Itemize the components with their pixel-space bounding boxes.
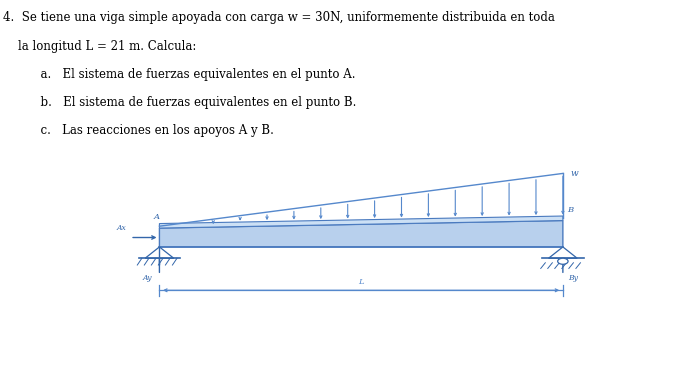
Polygon shape [160,221,563,247]
Text: B: B [568,206,574,214]
Text: By: By [568,274,578,282]
Text: Ay: Ay [143,274,153,282]
Text: A: A [153,213,159,221]
Text: L: L [359,277,364,285]
Polygon shape [160,216,563,228]
Polygon shape [145,247,174,258]
Text: a.   El sistema de fuerzas equivalentes en el punto A.: a. El sistema de fuerzas equivalentes en… [3,68,356,81]
Text: 4.  Se tiene una viga simple apoyada con carga w = 30N, uniformemente distribuid: 4. Se tiene una viga simple apoyada con … [3,11,555,24]
Text: b.   El sistema de fuerzas equivalentes en el punto B.: b. El sistema de fuerzas equivalentes en… [3,96,356,109]
Text: Ax: Ax [117,224,126,232]
Text: la longitud L = 21 m. Calcula:: la longitud L = 21 m. Calcula: [3,40,197,52]
Polygon shape [549,247,577,258]
Text: c.   Las reacciones en los apoyos A y B.: c. Las reacciones en los apoyos A y B. [3,124,274,137]
Text: w: w [570,169,579,178]
Circle shape [557,258,568,264]
